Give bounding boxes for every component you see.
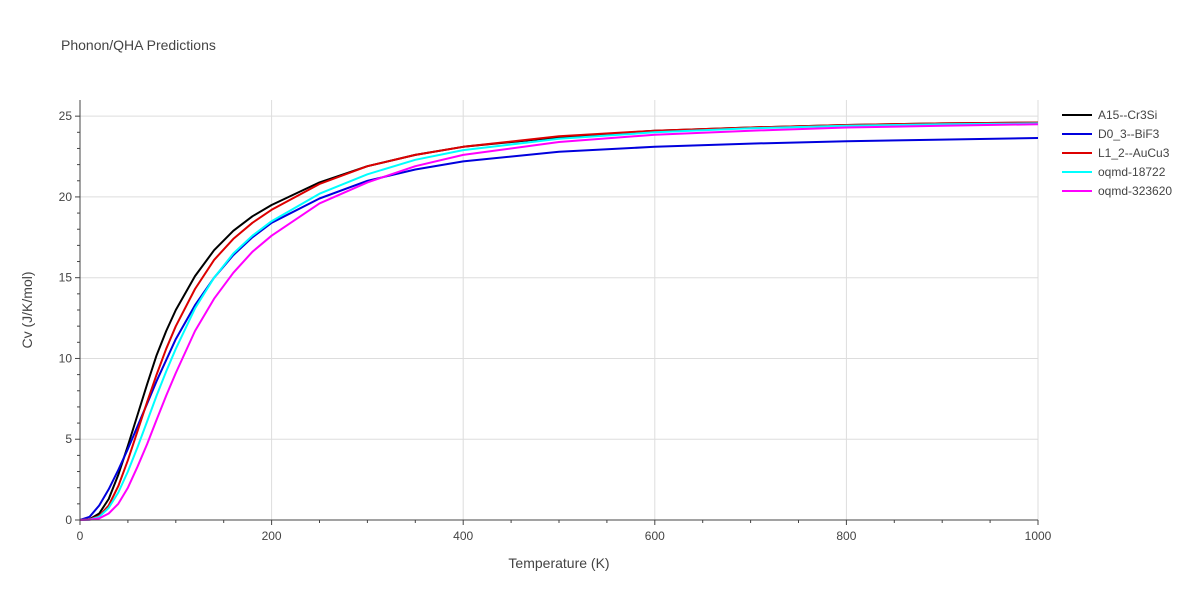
legend-label-3: L1_2--AuCu3	[1098, 146, 1170, 160]
grid	[80, 100, 1039, 520]
y-axis-label: Cv (J/K/mol)	[19, 272, 35, 349]
y-tick-label: 20	[59, 190, 73, 204]
y-tick-label: 10	[59, 351, 73, 365]
y-tick-label: 15	[59, 271, 73, 285]
axes: 0 200 400 600 800 1000 0 5 10 15 20 25	[59, 100, 1052, 543]
y-tick-label: 5	[65, 432, 72, 446]
series-line-1	[79, 121, 1039, 521]
x-tick-label: 400	[453, 529, 473, 543]
legend-label-2: D0_3--BiF3	[1098, 127, 1160, 141]
series-line-5	[79, 123, 1039, 521]
x-axis-label: Temperature (K)	[508, 555, 609, 571]
legend-label-5: oqmd-323620	[1098, 184, 1172, 198]
chart-title: Phonon/QHA Predictions	[61, 37, 216, 53]
plot-area	[79, 121, 1039, 521]
x-tick-label: 600	[645, 529, 665, 543]
legend-label-4: oqmd-18722	[1098, 165, 1166, 179]
series-line-4	[79, 122, 1039, 521]
legend-label-1: A15--Cr3Si	[1098, 108, 1157, 122]
x-tick-label: 1000	[1025, 529, 1052, 543]
x-tick-label: 0	[77, 529, 84, 543]
series-line-3	[79, 121, 1039, 521]
x-tick-label: 200	[262, 529, 282, 543]
x-tick-label: 800	[836, 529, 856, 543]
y-tick-label: 0	[65, 513, 72, 527]
y-tick-label: 25	[59, 109, 73, 123]
series-line-2	[79, 137, 1039, 521]
legend: A15--Cr3Si D0_3--BiF3 L1_2--AuCu3 oqmd-1872…	[1062, 108, 1172, 198]
